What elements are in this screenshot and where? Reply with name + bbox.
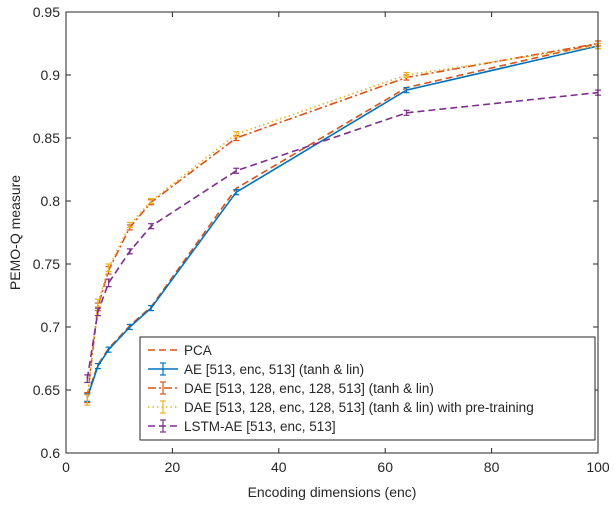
series-line	[86, 45, 599, 401]
x-tick-label: 0	[62, 459, 70, 475]
legend-label: PCA	[184, 343, 212, 358]
x-tick-label: 60	[377, 459, 393, 475]
y-tick-label: 0.95	[33, 4, 60, 20]
legend: PCA AE [513, enc, 513] (tanh & lin) DAE [5…	[139, 336, 596, 441]
y-axis-label: PEMO-Q measure	[7, 175, 23, 290]
series-4	[84, 89, 601, 384]
y-tick-label: 0.65	[33, 382, 60, 398]
legend-box	[139, 336, 596, 441]
y-tick-label: 0.9	[41, 67, 61, 83]
x-axis-label: Encoding dimensions (enc)	[248, 484, 417, 500]
legend-label: DAE [513, 128, enc, 128, 513] (tanh & li…	[184, 400, 534, 415]
x-tick-label: 80	[484, 459, 500, 475]
y-tick-label: 0.75	[33, 256, 60, 272]
legend-item: DAE [513, 128, enc, 128, 513] (tanh & li…	[148, 381, 434, 396]
y-tick-label: 0.7	[41, 319, 61, 335]
legend-item: LSTM-AE [513, enc, 513]	[148, 419, 336, 434]
legend-item: AE [513, enc, 513] (tanh & lin)	[148, 362, 364, 377]
plot-frame	[65, 11, 599, 454]
legend-label: AE [513, enc, 513] (tanh & lin)	[184, 362, 364, 377]
series-line	[86, 91, 599, 379]
y-tick-label: 0.85	[33, 130, 60, 146]
x-tick-label: 100	[586, 459, 610, 475]
series-3	[84, 42, 601, 406]
x-tick-label: 40	[271, 459, 287, 475]
legend-item: PCA	[148, 343, 212, 358]
tick-layer: 0 20 40 60 80 100 0.6 0.65 0.7 0.75 0.8 0.85 0.9 0.95	[33, 4, 610, 475]
y-tick-label: 0.8	[41, 193, 61, 209]
legend-label: DAE [513, 128, enc, 128, 513] (tanh & li…	[184, 381, 434, 396]
x-tick-label: 20	[165, 459, 181, 475]
legend-label: LSTM-AE [513, enc, 513]	[184, 419, 336, 434]
series-line	[86, 42, 599, 398]
y-tick-label: 0.6	[41, 445, 61, 461]
legend-items: PCA AE [513, enc, 513] (tanh & lin) DAE [5…	[148, 343, 534, 434]
legend-item: DAE [513, 128, enc, 128, 513] (tanh & li…	[148, 400, 534, 415]
